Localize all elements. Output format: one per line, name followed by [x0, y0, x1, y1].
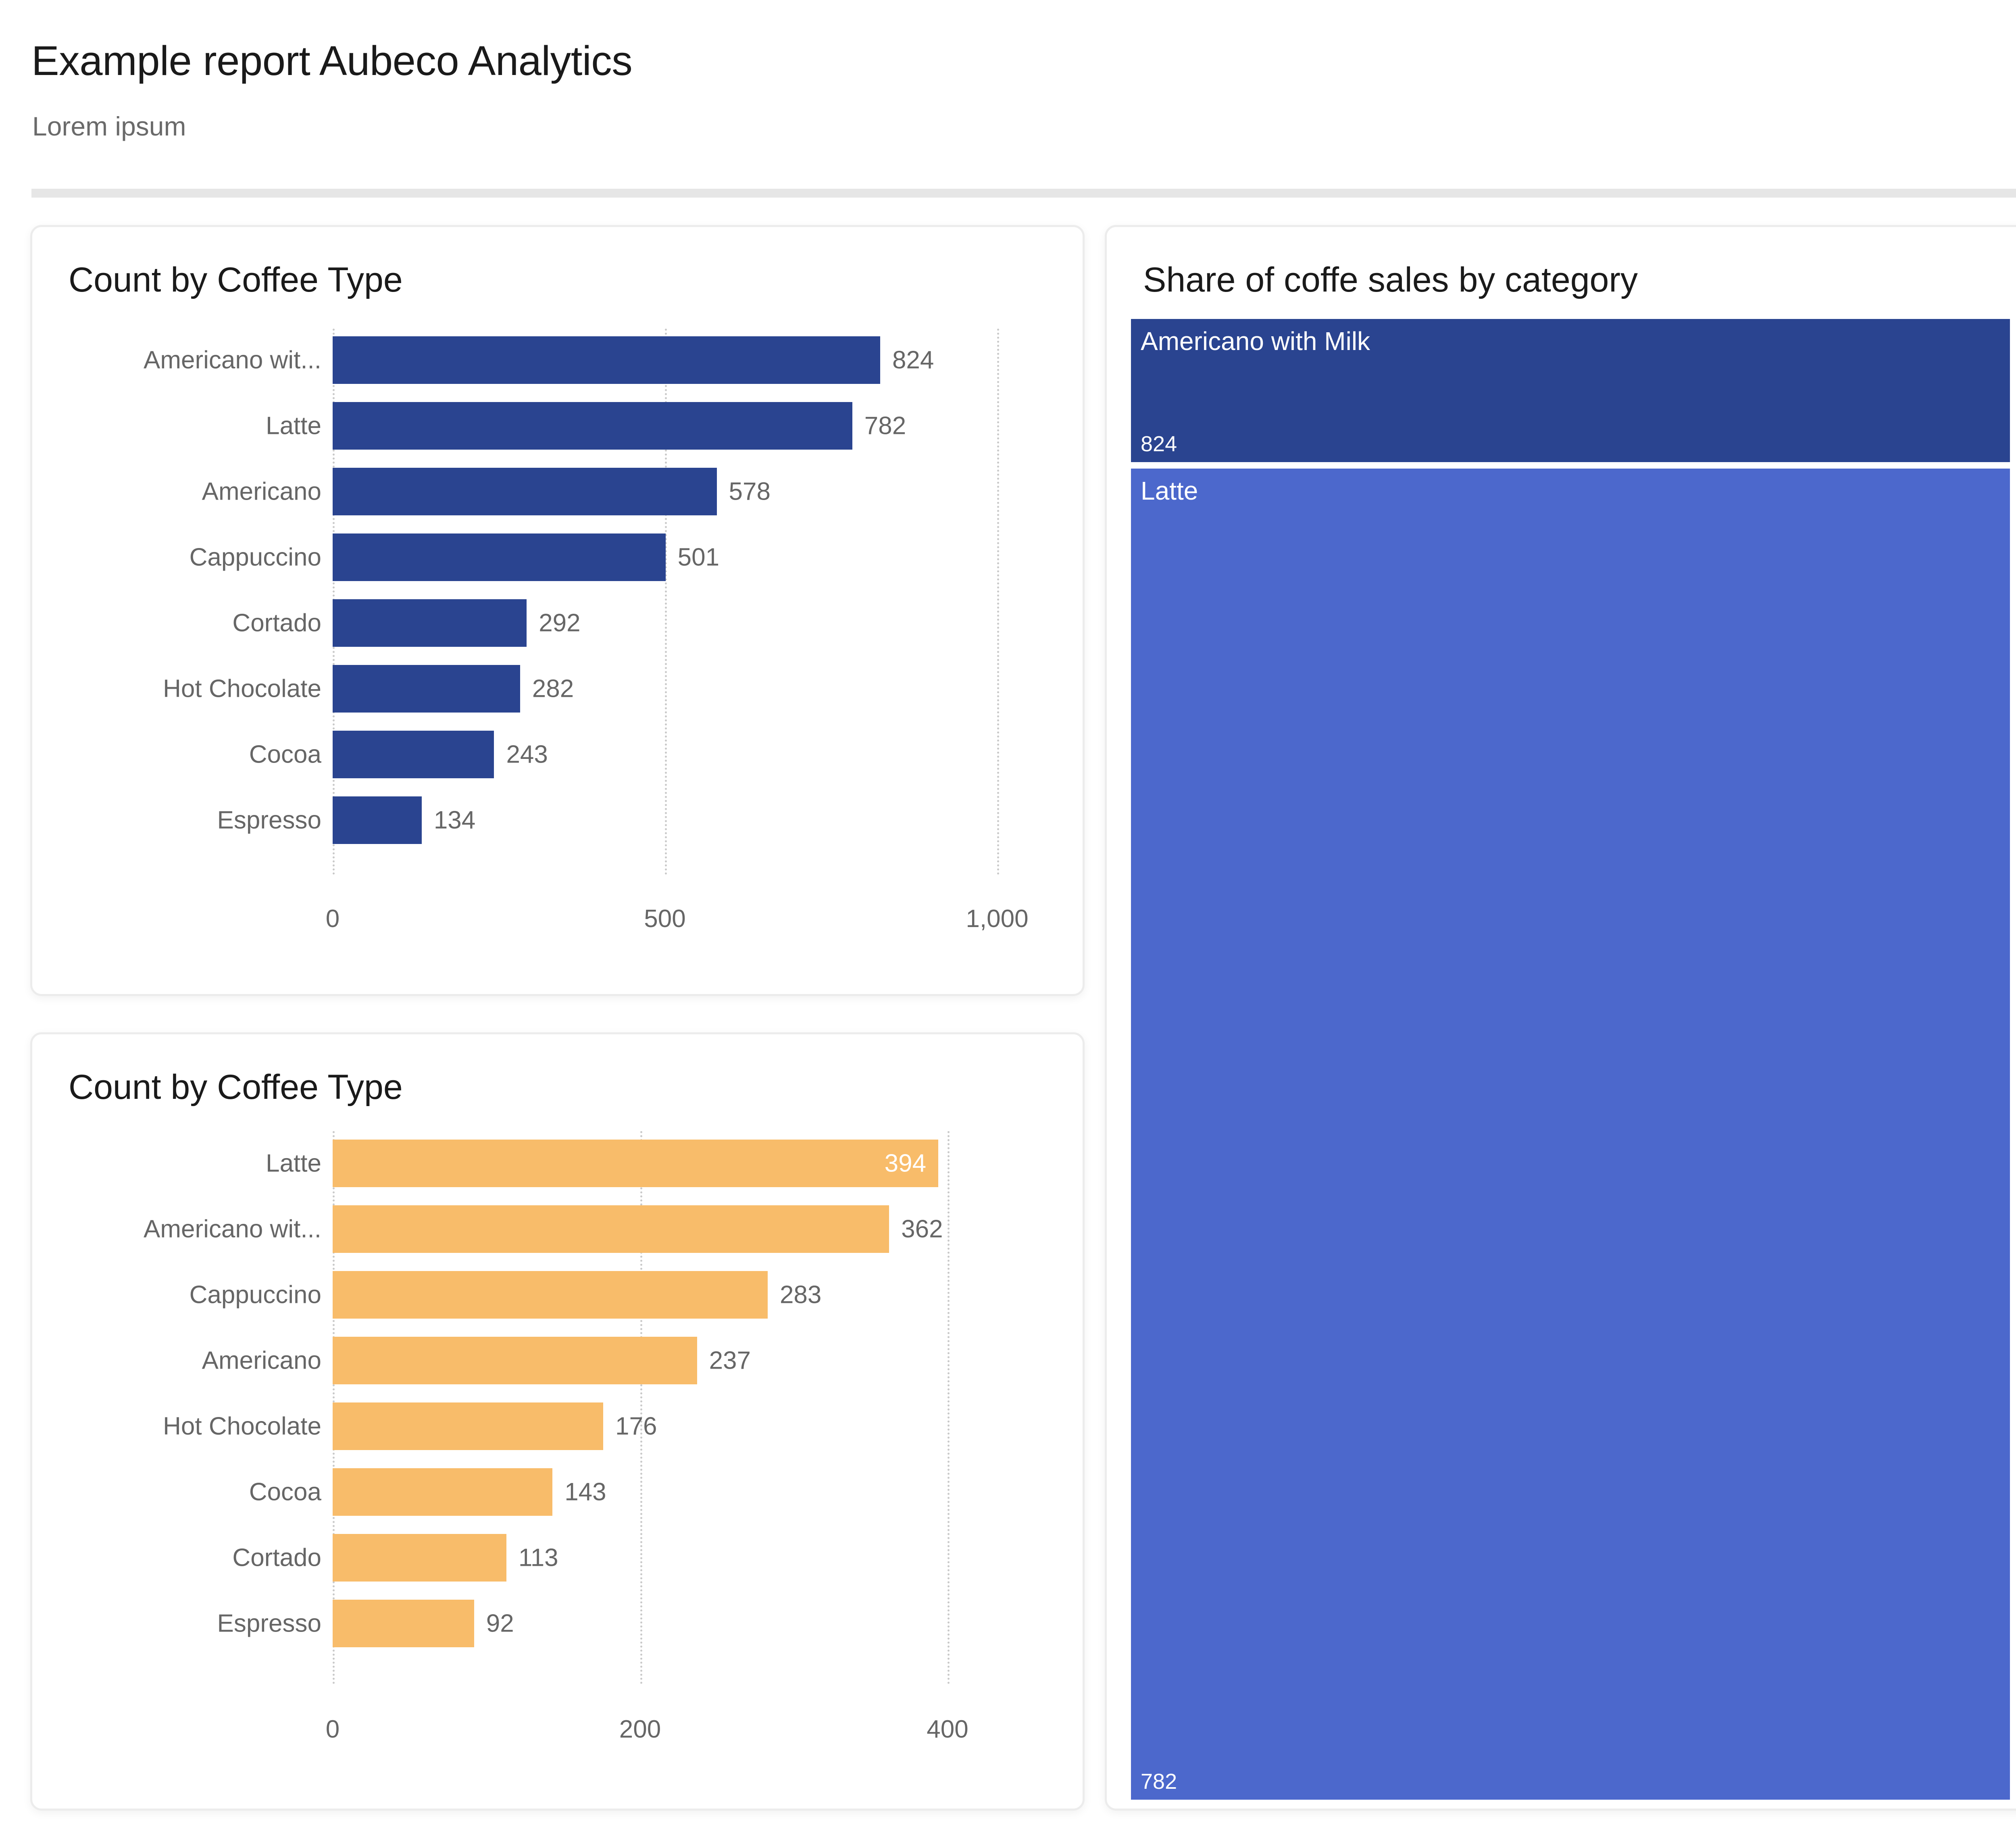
bar-category-label: Espresso	[217, 1609, 321, 1638]
bar-category-label: Cappuccino	[189, 543, 321, 571]
x-axis-tick-label: 0	[325, 1715, 340, 1743]
card-count-by-coffee-type-orange[interactable]: Count by Coffee Type Latte 394 Americano w…	[30, 1032, 1085, 1811]
bar[interactable]	[333, 1534, 506, 1582]
card-title: Count by Coffee Type	[69, 1068, 403, 1107]
card-title: Count by Coffee Type	[69, 260, 403, 299]
card-share-of-coffee-sales[interactable]: Share of coffe sales by category America…	[1105, 225, 2016, 1811]
bar-category-label: Latte	[266, 412, 321, 440]
bar-category-label: Americano wit...	[143, 1215, 321, 1243]
bar-value-label: 292	[539, 609, 581, 637]
gridline	[640, 1131, 642, 1684]
bar-value-label: 824	[892, 346, 934, 374]
treemap-tile[interactable]: Latte 782	[1131, 469, 2010, 1800]
bar[interactable]	[333, 731, 494, 778]
bar-value-label: 113	[518, 1544, 558, 1572]
bar-category-label: Cocoa	[249, 1478, 321, 1506]
bar-chart-orange[interactable]: Latte 394 Americano wit... 362 Cappuccino 283…	[32, 1034, 1083, 1809]
bar[interactable]	[333, 1600, 474, 1647]
gridline	[665, 329, 667, 875]
bar-value-label: 143	[564, 1478, 606, 1506]
treemap-tile-label: Americano with Milk	[1141, 327, 1370, 356]
bar[interactable]	[333, 1205, 889, 1253]
treemap-tile[interactable]: Americano with Milk 824	[1131, 319, 2010, 462]
bar[interactable]	[333, 1468, 553, 1516]
bar-value-label: 283	[779, 1281, 822, 1309]
gridline	[948, 1131, 950, 1684]
x-axis-tick-label: 200	[619, 1715, 661, 1743]
bar-category-label: Americano	[202, 477, 321, 506]
gridline	[997, 329, 999, 875]
bar-category-label: Hot Chocolate	[163, 675, 321, 703]
bar-category-label: Cappuccino	[189, 1281, 321, 1309]
treemap[interactable]: Americano with Milk824Americano578Cappuc…	[1131, 319, 2016, 1800]
bar-value-label: 394	[884, 1149, 927, 1177]
bar[interactable]	[333, 665, 520, 713]
bar-category-label: Espresso	[217, 806, 321, 834]
bar[interactable]	[333, 1337, 697, 1384]
treemap-tile-value: 782	[1141, 1769, 1177, 1794]
treemap-tile-value: 824	[1141, 432, 1177, 456]
bar-value-label: 92	[486, 1609, 514, 1638]
x-axis-tick-label: 400	[927, 1715, 968, 1743]
page-title: Example report Aubeco Analytics	[31, 38, 633, 84]
bar[interactable]	[333, 1402, 603, 1450]
report-header: Example report Aubeco Analytics Lorem ip…	[0, 0, 2016, 198]
bar-category-label: Hot Chocolate	[163, 1412, 321, 1440]
bar-value-label: 578	[729, 477, 771, 506]
x-axis-tick-label: 0	[325, 905, 340, 933]
bar-category-label: Americano	[202, 1346, 321, 1375]
bar[interactable]	[333, 1140, 939, 1187]
bar-category-label: Cocoa	[249, 740, 321, 769]
page-subtitle: Lorem ipsum	[32, 111, 186, 141]
bar-value-label: 782	[864, 412, 906, 440]
bar-value-label: 282	[532, 675, 574, 703]
bar[interactable]	[333, 599, 527, 647]
bar[interactable]	[333, 336, 880, 384]
bar-category-label: Cortado	[232, 609, 321, 637]
x-axis-tick-label: 500	[644, 905, 686, 933]
card-count-by-coffee-type-blue[interactable]: Count by Coffee Type Americano wit... 824…	[30, 225, 1085, 996]
bar-category-label: Latte	[266, 1149, 321, 1177]
bar[interactable]	[333, 796, 422, 844]
bar[interactable]	[333, 1271, 768, 1319]
bar-value-label: 501	[677, 543, 720, 571]
bar-value-label: 243	[506, 740, 548, 769]
header-divider	[31, 189, 2016, 198]
bar[interactable]	[333, 468, 717, 515]
treemap-tile-label: Latte	[1141, 476, 1198, 505]
bar-category-label: Americano wit...	[143, 346, 321, 374]
bar-chart-blue[interactable]: Americano wit... 824 Latte 782 Americano 578 C…	[32, 227, 1083, 994]
bar-category-label: Cortado	[232, 1544, 321, 1572]
bar-value-label: 237	[709, 1346, 751, 1375]
bar-value-label: 362	[901, 1215, 943, 1243]
card-title: Share of coffe sales by category	[1143, 260, 1638, 299]
bar-value-label: 176	[615, 1412, 657, 1440]
bar[interactable]	[333, 402, 852, 450]
x-axis-tick-label: 1,000	[966, 905, 1029, 933]
bar-value-label: 134	[433, 806, 476, 834]
bar[interactable]	[333, 533, 666, 581]
